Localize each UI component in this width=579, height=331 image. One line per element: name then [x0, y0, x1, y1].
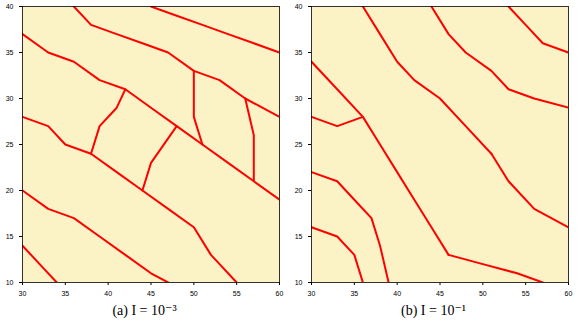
svg-text:40: 40	[393, 290, 401, 297]
svg-text:25: 25	[6, 141, 14, 148]
svg-text:15: 15	[6, 233, 14, 240]
svg-text:35: 35	[350, 290, 358, 297]
svg-text:50: 50	[479, 290, 487, 297]
svg-text:20: 20	[295, 187, 303, 194]
svg-text:45: 45	[436, 290, 444, 297]
svg-text:60: 60	[276, 290, 284, 297]
svg-text:35: 35	[6, 49, 14, 56]
svg-text:30: 30	[19, 290, 27, 297]
svg-text:45: 45	[147, 290, 155, 297]
svg-text:40: 40	[295, 3, 303, 10]
svg-text:25: 25	[295, 141, 303, 148]
html-text:(a) I = 10⁻³: (a) I = 10⁻³	[112, 303, 177, 318]
svg-text:10: 10	[6, 279, 14, 286]
svg-text:35: 35	[61, 290, 69, 297]
svg-text:35: 35	[295, 49, 303, 56]
svg-text:30: 30	[308, 290, 316, 297]
svg-text:40: 40	[6, 3, 14, 10]
svg-text:20: 20	[6, 187, 14, 194]
svg-text:30: 30	[6, 95, 14, 102]
svg-text:40: 40	[104, 290, 112, 297]
svg-text:55: 55	[522, 290, 530, 297]
svg-text:30: 30	[295, 95, 303, 102]
svg-text:15: 15	[295, 233, 303, 240]
svg-text:10: 10	[295, 279, 303, 286]
svg-text:55: 55	[233, 290, 241, 297]
html-text:(b) I = 10⁻¹: (b) I = 10⁻¹	[401, 303, 466, 318]
svg-text:60: 60	[565, 290, 573, 297]
svg-text:50: 50	[190, 290, 198, 297]
